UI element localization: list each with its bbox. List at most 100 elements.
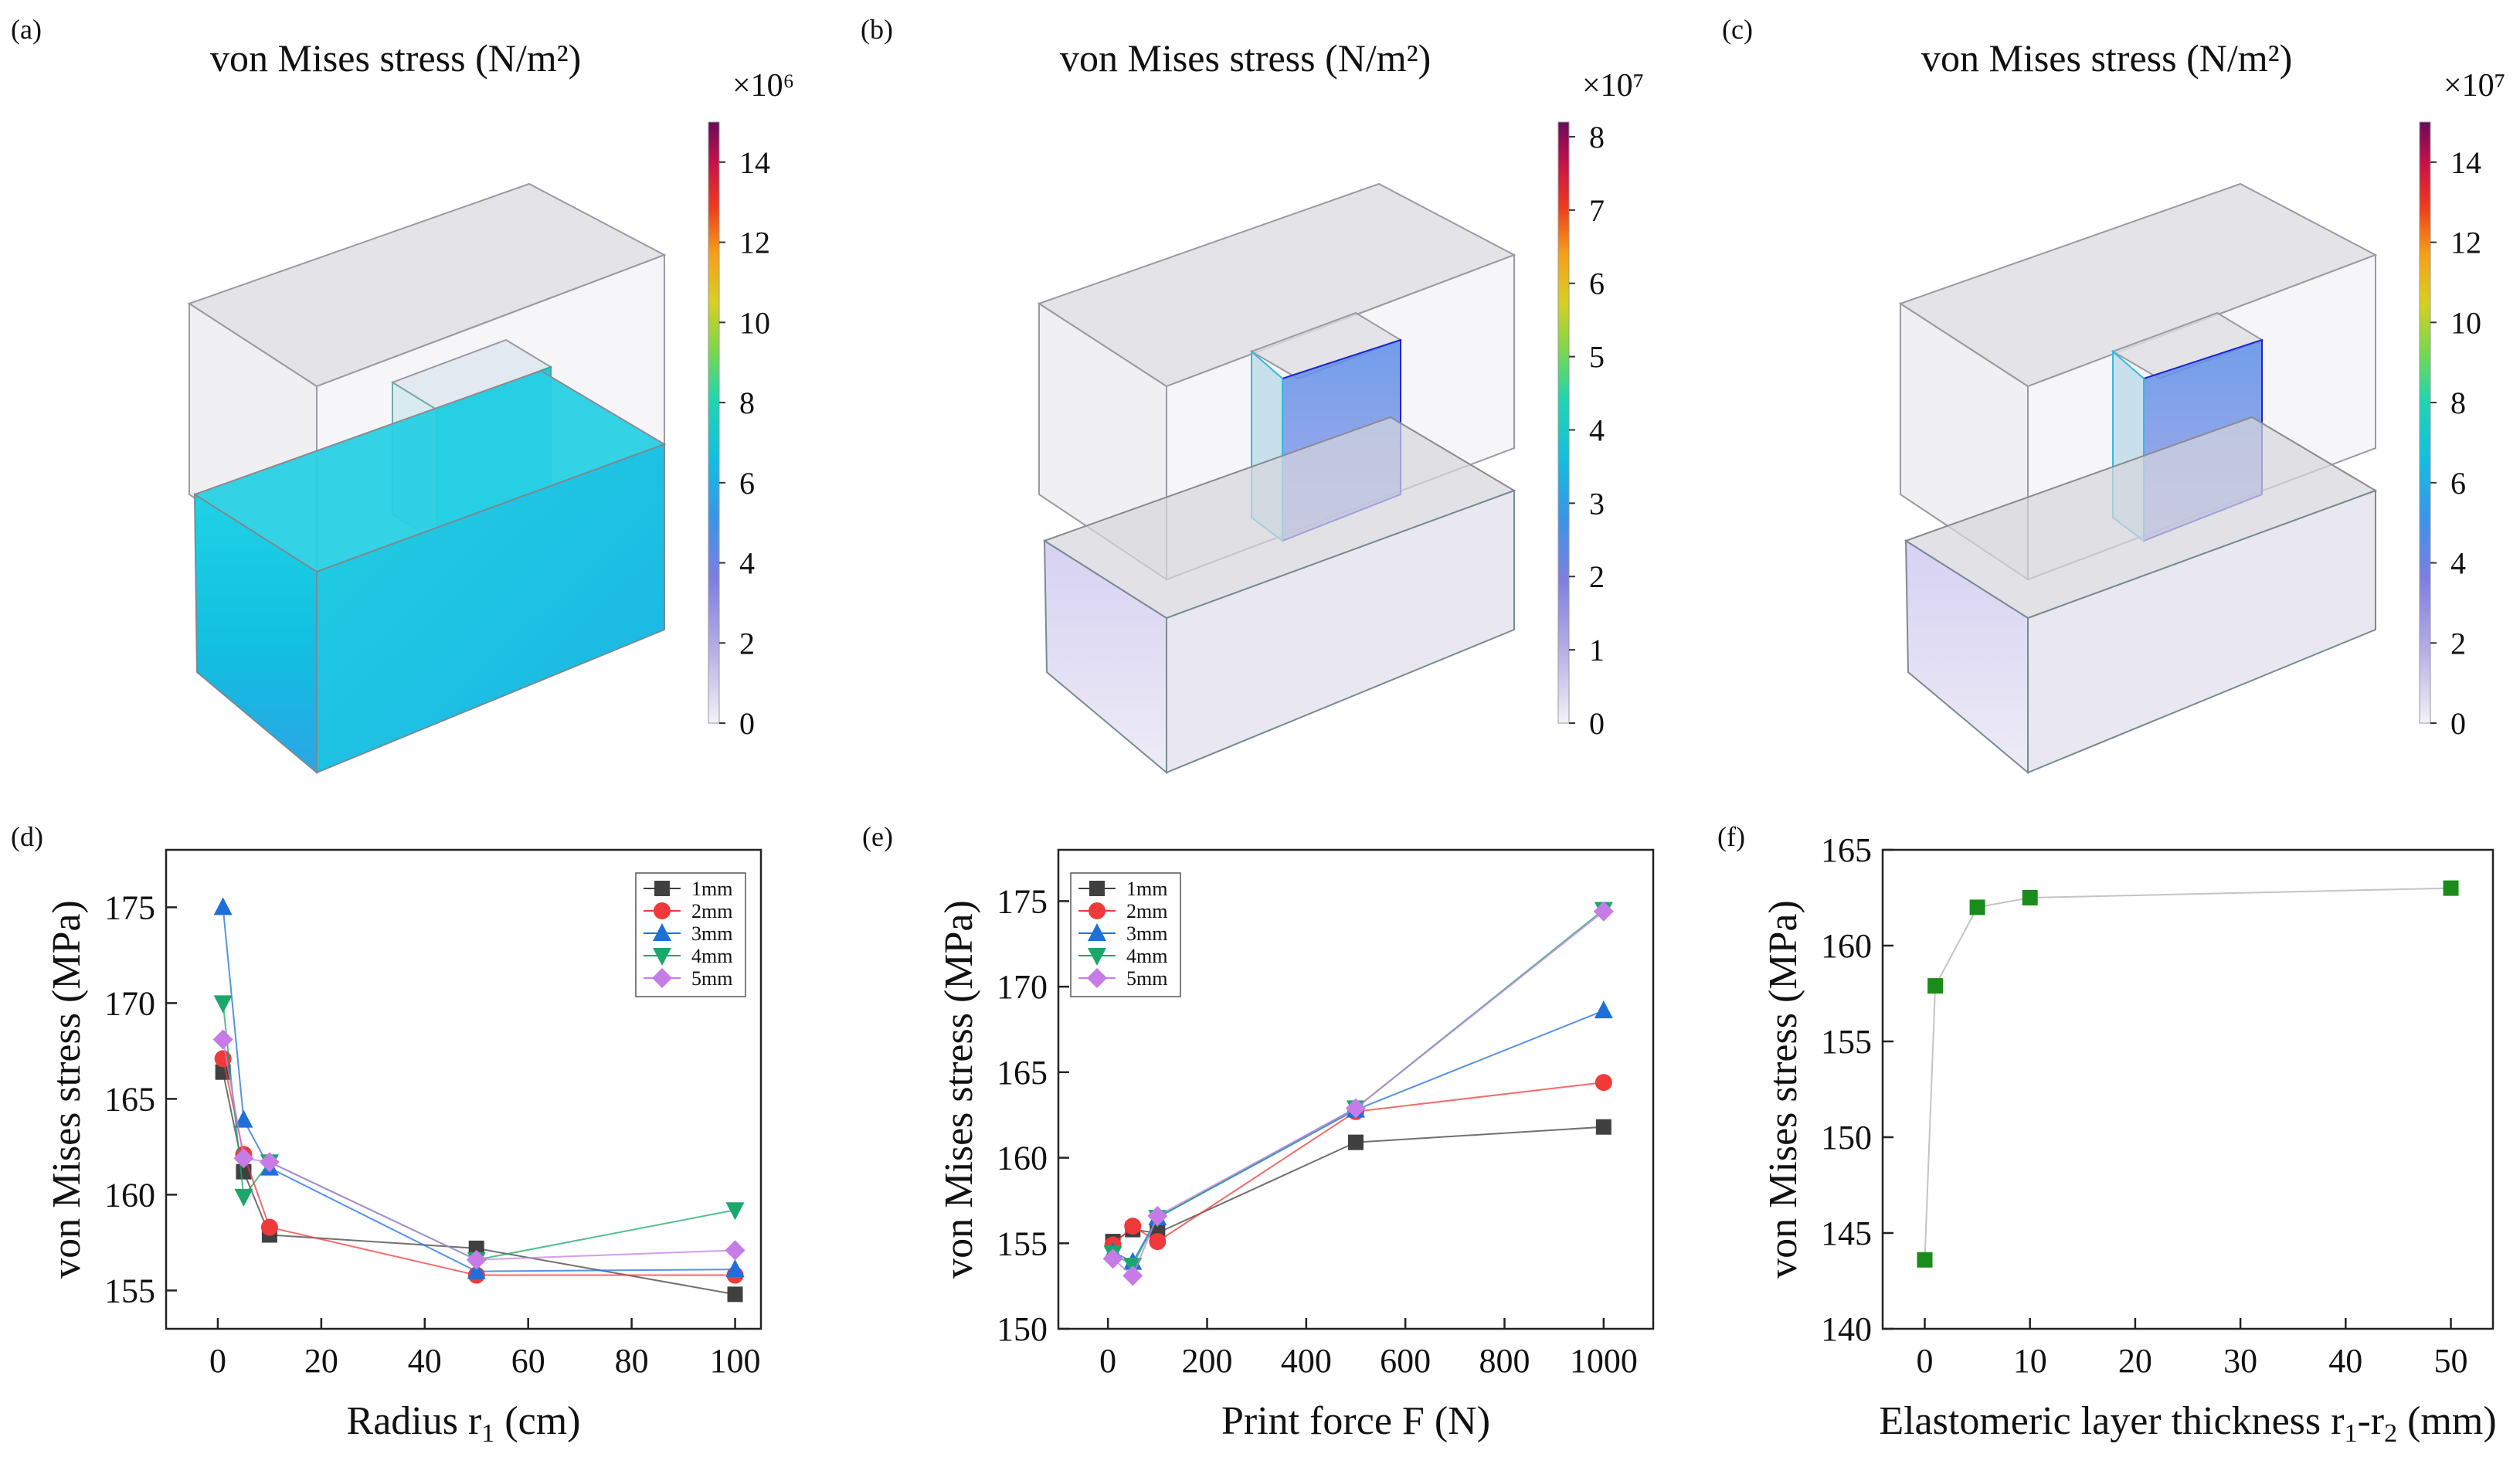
legend-marker	[653, 923, 671, 941]
colorbar-tick-label: 1	[1589, 633, 1605, 667]
colorbar-tick-label: 7	[1589, 193, 1605, 228]
colorbar	[2419, 121, 2431, 724]
x-axis-label-subscript: 1	[481, 1419, 494, 1448]
x-tick-label: 20	[2118, 1342, 2152, 1380]
plot-frame	[165, 848, 762, 1330]
plot-frame	[1881, 848, 2495, 1330]
data-point	[1124, 1218, 1142, 1235]
series-4mm	[213, 995, 745, 1270]
y-tick-label: 165	[1821, 831, 1872, 869]
colorbar-tick-label: 4	[1589, 413, 1605, 447]
legend-label: 4mm	[691, 945, 732, 967]
x-axis-label: Elastomeric layer thickness r1-r2 (mm)	[1879, 1399, 2496, 1448]
data-point	[260, 1218, 278, 1236]
data-point	[725, 1259, 745, 1278]
lower-block-side	[2027, 489, 2376, 774]
x-axis-label-part: Print force F (N)	[1221, 1399, 1490, 1443]
colorbar-title: von Mises stress (N/m²)	[210, 36, 581, 80]
legend-marker	[654, 881, 670, 896]
colorbar-tick-label: 0	[739, 706, 755, 741]
y-tick-label: 170	[997, 968, 1048, 1006]
chart-3: (f) 0 10 20 30 40 50 140 145 150 155 160 165 Elastome…	[1717, 821, 2497, 1448]
y-tick-label: 155	[104, 1272, 155, 1309]
series-line	[222, 1003, 735, 1261]
y-tick-label: 155	[1821, 1023, 1872, 1061]
series-line	[1112, 909, 1605, 1267]
data-point	[1917, 1252, 1933, 1268]
x-tick-label: 30	[2223, 1342, 2257, 1380]
y-tick-label: 145	[1821, 1214, 1872, 1252]
series-5mm	[1102, 901, 1614, 1286]
colorbar-tick-label: 3	[1589, 486, 1605, 521]
colorbar-multiplier: ×10⁷	[2444, 68, 2505, 104]
data-point	[1122, 1265, 1143, 1286]
lower-block-side	[1166, 489, 1515, 774]
colorbar-tick-label: 4	[2450, 546, 2466, 581]
series-line	[222, 1039, 735, 1261]
x-tick-label: 600	[1380, 1342, 1431, 1380]
panel-tag: (a)	[11, 14, 42, 45]
data-point	[234, 1188, 253, 1207]
colorbar-tick-label: 8	[2450, 386, 2466, 420]
colorbar-title: von Mises stress (N/m²)	[1921, 36, 2292, 80]
colorbar-tick-label: 6	[739, 466, 755, 501]
series-5mm	[212, 1029, 745, 1270]
x-tick-label: 400	[1281, 1342, 1332, 1380]
colorbar-tick-label: 6	[1589, 267, 1605, 301]
legend-label: 5mm	[691, 967, 732, 990]
data-point	[1149, 1233, 1167, 1251]
legend-marker	[1087, 968, 1107, 988]
stress-panel-2: (b) von Mises stress (N/m²) ×10⁷ 0 1 2 3 4 5 6 7 8	[861, 14, 1644, 775]
x-tick-label: 0	[209, 1342, 226, 1380]
x-axis-label-part: Radius r	[347, 1399, 482, 1443]
series-1mm	[1105, 1119, 1612, 1250]
colorbar-tick-label: 14	[2450, 145, 2481, 180]
y-axis-label: von Mises stress (MPa)	[1761, 900, 1805, 1279]
panel-tag: (e)	[862, 821, 893, 852]
x-tick-label: 50	[2434, 1342, 2468, 1380]
x-tick-label: 10	[2013, 1342, 2047, 1380]
colorbar-tick-label: 14	[739, 145, 770, 180]
colorbar-tick-label: 0	[1589, 706, 1605, 741]
x-tick-label: 0	[1099, 1342, 1116, 1380]
x-tick-label: 80	[615, 1342, 649, 1380]
y-tick-label: 175	[104, 888, 155, 926]
x-tick-label: 0	[1916, 1342, 1933, 1380]
colorbar-tick-label: 10	[2450, 305, 2481, 340]
x-axis-label-subscript: 2	[2384, 1419, 2397, 1448]
data-point	[466, 1249, 487, 1270]
x-tick-label: 40	[408, 1342, 442, 1380]
stress-panel-1: (a) von Mises stress (N/m²) ×10⁶ 0 2 4 6 8 10 12 1…	[11, 14, 794, 775]
legend-label: 4mm	[1126, 945, 1167, 967]
x-tick-label: 20	[304, 1342, 338, 1380]
legend-label: 5mm	[1126, 967, 1167, 990]
x-tick-label: 40	[2328, 1342, 2362, 1380]
data-point	[1595, 1074, 1612, 1092]
legend-marker	[653, 948, 671, 966]
x-axis-label: Print force F (N)	[1221, 1399, 1490, 1443]
data-point	[259, 1152, 280, 1173]
x-tick-label: 60	[511, 1342, 545, 1380]
y-tick-label: 160	[1821, 927, 1872, 965]
legend-marker	[654, 902, 671, 919]
data-point	[234, 1109, 253, 1128]
data-point	[233, 1148, 254, 1169]
legend-label: 1mm	[1126, 878, 1167, 900]
y-tick-label: 160	[997, 1140, 1048, 1177]
panel-tag: (f)	[1717, 821, 1745, 852]
series-line	[1924, 887, 2451, 1260]
colorbar-tick-label: 12	[739, 226, 770, 260]
data-point	[236, 1163, 252, 1180]
x-tick-label: 800	[1479, 1342, 1530, 1380]
legend-label: 2mm	[691, 900, 732, 922]
y-tick-label: 160	[104, 1176, 155, 1214]
x-axis-label-part: -r	[2357, 1399, 2384, 1443]
y-tick-label: 175	[997, 882, 1048, 920]
data-point	[1102, 1248, 1123, 1269]
data-point	[1593, 901, 1614, 922]
colorbar-tick-label: 8	[1589, 120, 1605, 155]
legend-marker	[1088, 948, 1106, 966]
legend-marker	[1089, 881, 1105, 896]
